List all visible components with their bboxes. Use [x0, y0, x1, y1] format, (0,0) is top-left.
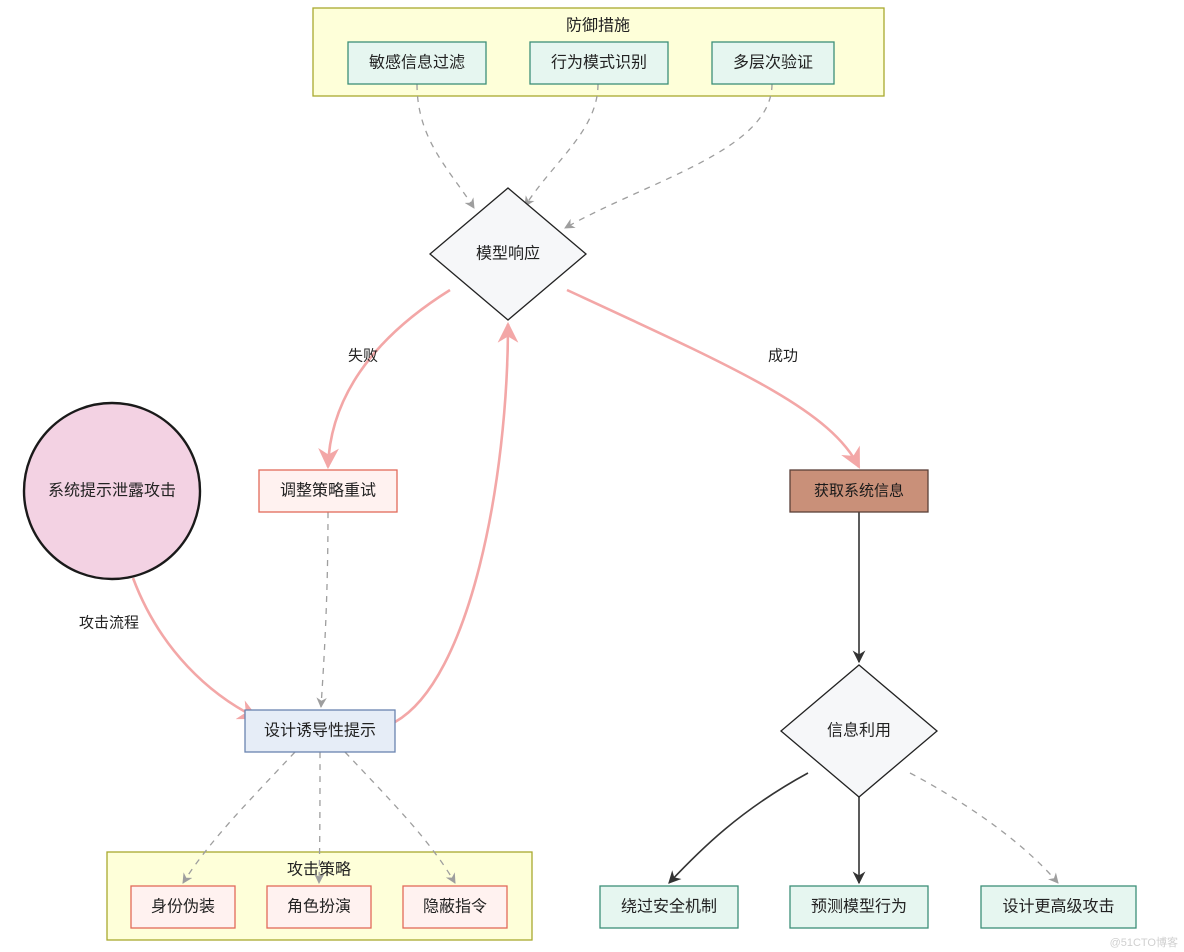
node-label-bypass: 绕过安全机制	[621, 898, 717, 916]
node-retry: 调整策略重试	[259, 470, 397, 512]
node-filter: 敏感信息过滤	[348, 42, 486, 84]
edge-e_circle_design	[133, 578, 257, 718]
node-roleplay: 角色扮演	[267, 886, 371, 928]
node-model_resp: 模型响应	[430, 188, 586, 320]
node-label-predict: 预测模型行为	[811, 898, 907, 916]
node-label-info_use: 信息利用	[827, 722, 891, 740]
node-label-pattern: 行为模式识别	[551, 54, 647, 72]
node-info_use: 信息利用	[781, 665, 937, 797]
edge-e_pattern_resp	[525, 84, 598, 206]
watermark-text: @51CTO博客	[1110, 935, 1178, 949]
edge-label-e_fail: 失败	[348, 348, 378, 365]
node-label-hidden: 隐蔽指令	[423, 898, 487, 916]
edge-label-e_success: 成功	[768, 348, 798, 365]
edge-e_design_resp	[395, 324, 508, 722]
node-identity: 身份伪装	[131, 886, 235, 928]
edge-label-e_circle_design: 攻击流程	[79, 615, 139, 632]
edge-e_multi_resp	[565, 84, 772, 228]
flowchart-diagram: 防御措施攻击策略 敏感信息过滤 行为模式识别 多层次验证模型响应调整策略重试 获取系统…	[0, 0, 1184, 952]
edge-e_success	[567, 290, 859, 467]
node-label-design_prompt: 设计诱导性提示	[264, 722, 376, 740]
node-label-sysinfo: 获取系统信息	[814, 483, 904, 500]
edge-e_info_adv	[910, 773, 1058, 883]
groups-layer: 防御措施攻击策略	[107, 8, 884, 940]
node-label-filter: 敏感信息过滤	[369, 54, 465, 72]
node-label-roleplay: 角色扮演	[287, 898, 351, 916]
group-label-defense: 防御措施	[566, 17, 630, 35]
node-design_prompt: 设计诱导性提示	[245, 710, 395, 752]
node-sysinfo: 获取系统信息	[790, 470, 928, 512]
nodes-layer: 敏感信息过滤 行为模式识别 多层次验证模型响应调整策略重试 获取系统信息 系统提示泄露攻…	[24, 42, 1136, 928]
edge-e_info_bypass	[669, 773, 808, 883]
node-hidden: 隐蔽指令	[403, 886, 507, 928]
node-predict: 预测模型行为	[790, 886, 928, 928]
node-label-multi: 多层次验证	[733, 54, 813, 72]
edge-e_fail	[328, 290, 450, 467]
node-bypass: 绕过安全机制	[600, 886, 738, 928]
edge-e_retry_design	[321, 512, 328, 707]
edge-e_filter_resp	[417, 84, 474, 208]
node-attack_circle: 系统提示泄露攻击	[24, 403, 200, 579]
node-multi: 多层次验证	[712, 42, 834, 84]
edge-e_design_role	[319, 752, 320, 883]
node-label-identity: 身份伪装	[151, 898, 215, 916]
node-label-attack_circle: 系统提示泄露攻击	[48, 482, 176, 500]
node-label-model_resp: 模型响应	[476, 244, 540, 263]
node-pattern: 行为模式识别	[530, 42, 668, 84]
node-label-advanced: 设计更高级攻击	[1002, 898, 1114, 916]
node-label-retry: 调整策略重试	[280, 482, 376, 500]
node-advanced: 设计更高级攻击	[981, 886, 1136, 928]
